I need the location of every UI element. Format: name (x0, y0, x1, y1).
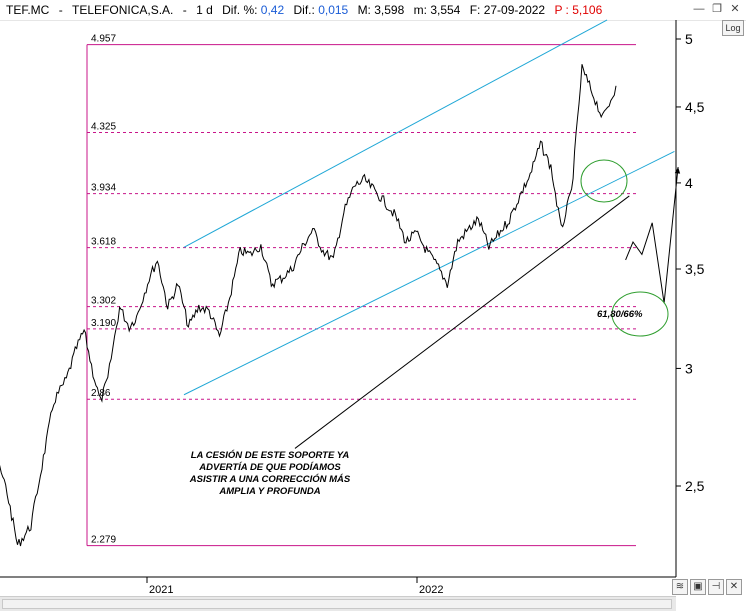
dif-label: Dif.: (293, 3, 315, 17)
dif-pct-label: Dif. %: (222, 3, 258, 17)
note-line: AMPLIA Y PROFUNDA (218, 486, 320, 497)
pin-icon[interactable]: ⊣ (708, 579, 724, 595)
y-tick-label: 5 (685, 31, 693, 47)
projection-path (625, 166, 679, 304)
level-label: 2.279 (91, 535, 116, 546)
level-label: 3.302 (91, 296, 116, 307)
y-tick-label: 2,5 (685, 478, 705, 494)
level-label: 4.957 (91, 34, 116, 45)
fib-target-label: 61,80/66% (597, 309, 643, 320)
scroll-thumb[interactable] (2, 599, 672, 609)
price-label: P : (554, 3, 569, 17)
company-name: TELEFONICA,S.A. (72, 3, 174, 17)
period: 1 d (196, 3, 213, 17)
close-chart-icon[interactable]: ✕ (726, 579, 742, 595)
y-tick-label: 4,5 (685, 99, 705, 115)
title-separator: - (182, 3, 187, 17)
min-label: m: (413, 3, 427, 17)
dif-pct-value: 0,42 (260, 3, 285, 17)
max-value: 3,598 (374, 3, 405, 17)
window-controls: — ❐ ✕ (692, 2, 742, 16)
y-tick-label: 3,5 (685, 261, 705, 277)
target-circle (611, 291, 669, 337)
channel-lower-line (183, 150, 675, 396)
price-line (0, 64, 617, 547)
y-tick-label: 3 (685, 360, 693, 376)
note-line: LA CESIÓN DE ESTE SOPORTE YA (191, 449, 350, 461)
min-value: 3,554 (430, 3, 461, 17)
ticker: TEF.MC (6, 3, 50, 17)
level-label: 3.190 (91, 318, 116, 329)
support-trendline (294, 195, 630, 449)
y-tick-label: 4 (685, 175, 693, 191)
level-label: 4.325 (91, 122, 116, 133)
note-line: ADVERTÍA DE QUE PODÍAMOS (198, 462, 341, 473)
projection-arrowhead (674, 166, 681, 174)
zoom-out-icon[interactable]: ≋ (672, 579, 688, 595)
horizontal-scrollbar[interactable] (0, 596, 676, 611)
price-value: 5,106 (572, 3, 603, 17)
log-scale-button[interactable]: Log (722, 20, 744, 36)
support-break-circle (580, 159, 628, 203)
title-separator: - (58, 3, 63, 17)
close-button[interactable]: ✕ (730, 3, 740, 15)
level-label: 3.934 (91, 183, 116, 194)
save-icon[interactable]: ▣ (690, 579, 706, 595)
level-label: 2.86 (91, 388, 111, 399)
level-label: 3.618 (91, 237, 116, 248)
x-tick-label: 2021 (149, 584, 173, 596)
note-line: ASISTIR A UNA CORRECCIÓN MÁS (189, 473, 351, 485)
channel-upper-line (183, 19, 608, 248)
date-value: 27-09-2022 (483, 3, 546, 17)
minimize-button[interactable]: — (693, 3, 705, 15)
dif-value: 0,015 (318, 3, 349, 17)
date-label: F: (469, 3, 481, 17)
max-label: M: (357, 3, 371, 17)
x-tick-label: 2022 (419, 584, 443, 596)
restore-button[interactable]: ❐ (712, 3, 722, 15)
title-bar: TEF.MC - TELEFONICA,S.A. - 1 d Dif. %: 0… (0, 0, 746, 21)
